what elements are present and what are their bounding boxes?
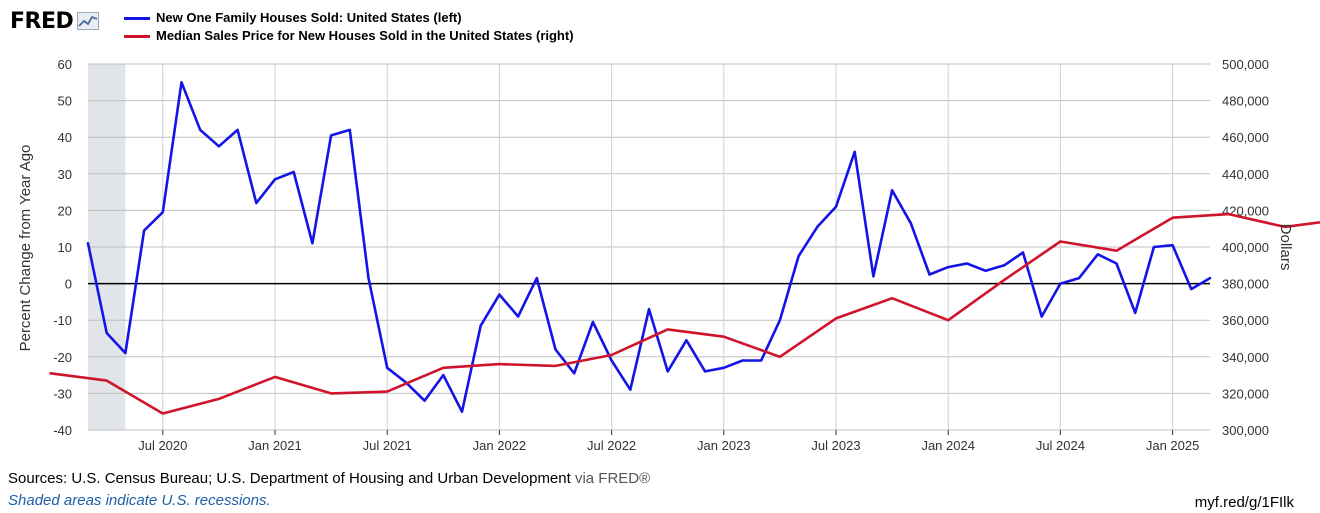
- y-left-tick-label: 10: [58, 240, 72, 255]
- fred-logo-text: FRED: [10, 8, 74, 34]
- y-right-tick-label: 480,000: [1222, 94, 1269, 109]
- x-tick-label: Jul 2020: [138, 438, 187, 453]
- y-right-tick-label: 500,000: [1222, 57, 1269, 72]
- x-tick-label: Jul 2024: [1036, 438, 1085, 453]
- legend-item-houses-sold: New One Family Houses Sold: United State…: [124, 9, 574, 27]
- x-tick-label: Jan 2024: [921, 438, 975, 453]
- sources-text: Sources: U.S. Census Bureau; U.S. Depart…: [8, 470, 571, 487]
- y-right-tick-label: 340,000: [1222, 350, 1269, 365]
- legend-swatch-median-price: [124, 34, 150, 38]
- y-axis-left-label: Percent Change from Year Ago: [17, 145, 34, 352]
- series-line-median-price: [49, 212, 1320, 415]
- y-right-tick-label: 440,000: [1222, 167, 1269, 182]
- y-right-tick-label: 360,000: [1222, 313, 1269, 328]
- x-tick-label: Jan 2021: [248, 438, 302, 453]
- axes: -40 -30 -20 -10 0 10 20 30 40 50 60 300,000 320,000 3…: [53, 57, 1269, 453]
- legend-swatch-houses-sold: [124, 16, 150, 20]
- short-url[interactable]: myf.red/g/1FIlk: [1194, 494, 1294, 511]
- legend-label-median-price: Median Sales Price for New Houses Sold i…: [156, 28, 574, 43]
- x-tick-label: Jan 2023: [697, 438, 751, 453]
- y-right-tick-label: 400,000: [1222, 240, 1269, 255]
- series-line-houses-sold: [86, 81, 1212, 414]
- legend-item-median-price: Median Sales Price for New Houses Sold i…: [124, 27, 574, 45]
- x-tick-label: Jan 2022: [473, 438, 527, 453]
- x-tick-label: Jul 2023: [811, 438, 860, 453]
- x-tick-label: Jan 2025: [1146, 438, 1200, 453]
- y-left-tick-label: -30: [53, 386, 72, 401]
- sources-note: Sources: U.S. Census Bureau; U.S. Depart…: [8, 470, 650, 487]
- recession-shading-note: Shaded areas indicate U.S. recessions.: [8, 492, 271, 509]
- y-left-tick-label: 60: [58, 57, 72, 72]
- series-lines: [49, 81, 1320, 415]
- y-left-tick-label: -40: [53, 423, 72, 438]
- fred-logo: FRED: [10, 8, 100, 34]
- y-left-tick-label: 40: [58, 130, 72, 145]
- chart-legend: New One Family Houses Sold: United State…: [124, 9, 574, 45]
- y-right-tick-label: 460,000: [1222, 130, 1269, 145]
- y-left-tick-label: 30: [58, 167, 72, 182]
- x-tick-label: Jul 2021: [363, 438, 412, 453]
- y-right-tick-label: 300,000: [1222, 423, 1269, 438]
- legend-label-houses-sold: New One Family Houses Sold: United State…: [156, 10, 462, 25]
- gridlines: [88, 63, 1210, 431]
- via-fred-text: via FRED®: [574, 470, 651, 487]
- y-left-tick-label: 50: [58, 94, 72, 109]
- line-chart: -40 -30 -20 -10 0 10 20 30 40 50 60 300,000 320,000 3…: [17, 57, 1320, 453]
- y-right-tick-label: 420,000: [1222, 203, 1269, 218]
- y-left-tick-label: 0: [65, 277, 72, 292]
- y-axis-right-label: Dollars: [1277, 224, 1294, 271]
- x-tick-label: Jul 2022: [587, 438, 636, 453]
- y-left-tick-label: -10: [53, 313, 72, 328]
- line-graph-icon: [77, 12, 100, 30]
- y-left-tick-label: 20: [58, 203, 72, 218]
- y-right-tick-label: 380,000: [1222, 277, 1269, 292]
- y-left-tick-label: -20: [53, 350, 72, 365]
- y-right-tick-label: 320,000: [1222, 386, 1269, 401]
